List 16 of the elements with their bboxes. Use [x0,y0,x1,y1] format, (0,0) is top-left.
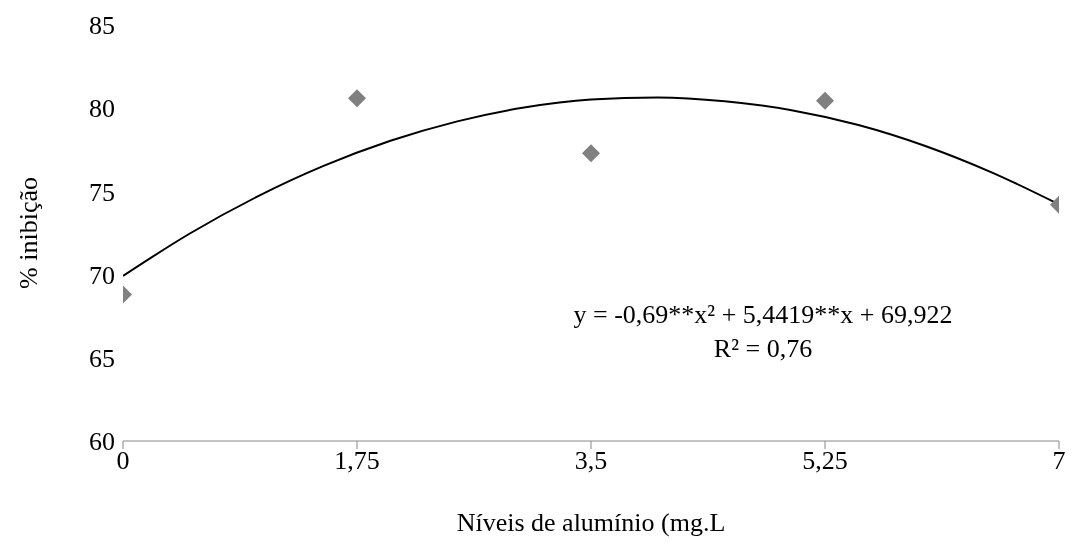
x-tick-label: 3,5 [574,446,608,476]
x-tick-label: 7 [1052,446,1066,476]
annotation: R² = 0,76 [712,333,814,365]
y-tick-label: 65 [89,344,115,374]
y-tick-label: 75 [89,177,115,207]
y-tick-label: 70 [89,260,115,290]
y-axis-title: % inibição [14,177,44,289]
y-tick-label: 85 [89,11,115,41]
point [582,144,600,163]
y-tick-label: 60 [89,427,115,457]
x-tick-label: 0 [116,446,130,476]
annotation: y = -0,69**x² + 5,4419**x + 69,922 [572,299,954,331]
x-tick-label: 1,75 [334,446,380,476]
y-tick-label: 80 [89,94,115,124]
x-axis-title: Níveis de alumínio (mg.L [456,508,726,537]
x-tick-label: 5,25 [802,446,848,476]
